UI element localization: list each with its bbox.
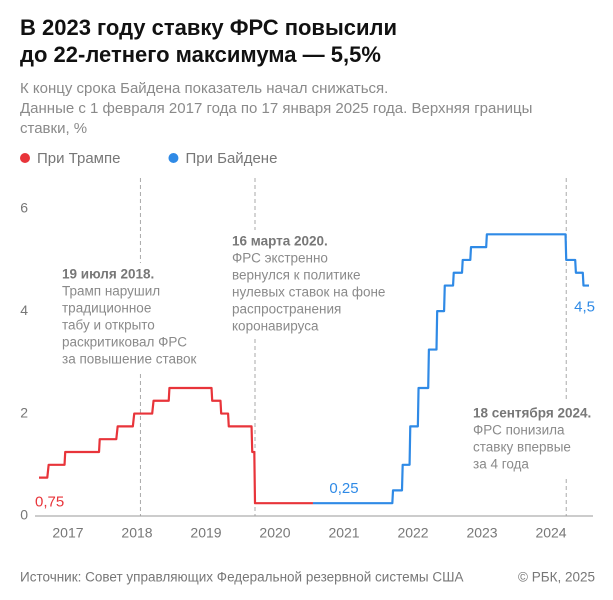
x-tick-label: 2024 bbox=[535, 525, 566, 541]
chart-title: В 2023 году ставку ФРС повысили bbox=[20, 15, 397, 40]
annotation-text: за повышение ставок bbox=[62, 352, 197, 367]
annotation-text: традиционное bbox=[62, 301, 151, 316]
value-label: 0,25 bbox=[329, 480, 358, 497]
y-tick-label: 6 bbox=[20, 199, 28, 215]
annotation-background bbox=[468, 402, 602, 476]
x-tick-label: 2021 bbox=[328, 525, 359, 541]
legend-label: При Трампе bbox=[37, 150, 120, 167]
legend-marker bbox=[168, 153, 179, 163]
subtitle: Данные с 1 февраля 2017 года по 17 январ… bbox=[20, 100, 532, 117]
annotation-text: ФРС экстренно bbox=[232, 251, 328, 266]
annotation-text: табу и открыто bbox=[62, 318, 155, 333]
annotation-text: Трамп нарушил bbox=[62, 284, 160, 299]
value-label: 4,5 bbox=[574, 299, 595, 316]
annotation-text: коронавируса bbox=[232, 319, 319, 334]
legend-marker bbox=[20, 153, 30, 163]
annotation-text: ФРС понизила bbox=[473, 423, 565, 438]
series-line bbox=[312, 233, 589, 505]
series-line bbox=[39, 386, 313, 505]
y-tick-label: 2 bbox=[20, 404, 28, 420]
x-tick-label: 2023 bbox=[466, 525, 497, 541]
x-tick-label: 2017 bbox=[52, 525, 83, 541]
annotation-text: ставку впервые bbox=[473, 440, 571, 455]
x-tick-label: 2019 bbox=[190, 525, 221, 541]
annotation-text: вернулся к политике bbox=[232, 268, 361, 283]
subtitle: К концу срока Байдена показатель начал с… bbox=[20, 80, 388, 97]
x-tick-label: 2018 bbox=[121, 525, 152, 541]
chart-title: до 22-летнего максимума — 5,5% bbox=[20, 42, 381, 67]
annotation-title: 18 сентября 2024. bbox=[473, 406, 591, 421]
y-tick-label: 0 bbox=[20, 507, 28, 523]
subtitle: ставки, % bbox=[20, 120, 87, 137]
y-tick-label: 4 bbox=[20, 302, 28, 318]
x-tick-label: 2022 bbox=[397, 525, 428, 541]
annotation-title: 19 июля 2018. bbox=[62, 267, 154, 282]
annotation-text: за 4 года bbox=[473, 457, 529, 472]
x-tick-label: 2020 bbox=[259, 525, 290, 541]
legend-label: При Байдене bbox=[185, 150, 277, 167]
annotation-background bbox=[227, 230, 395, 338]
annotation-text: нулевых ставок на фоне bbox=[232, 285, 385, 300]
annotation-text: распространения bbox=[232, 302, 341, 317]
annotation-title: 16 марта 2020. bbox=[232, 234, 328, 249]
value-label: 0,75 bbox=[35, 494, 64, 511]
annotation-background bbox=[57, 263, 209, 371]
source: Источник: Совет управляющих Федеральной … bbox=[20, 570, 464, 585]
annotation-text: раскритиковал ФРС bbox=[62, 335, 187, 350]
copyright: © РБК, 2025 bbox=[518, 570, 595, 585]
